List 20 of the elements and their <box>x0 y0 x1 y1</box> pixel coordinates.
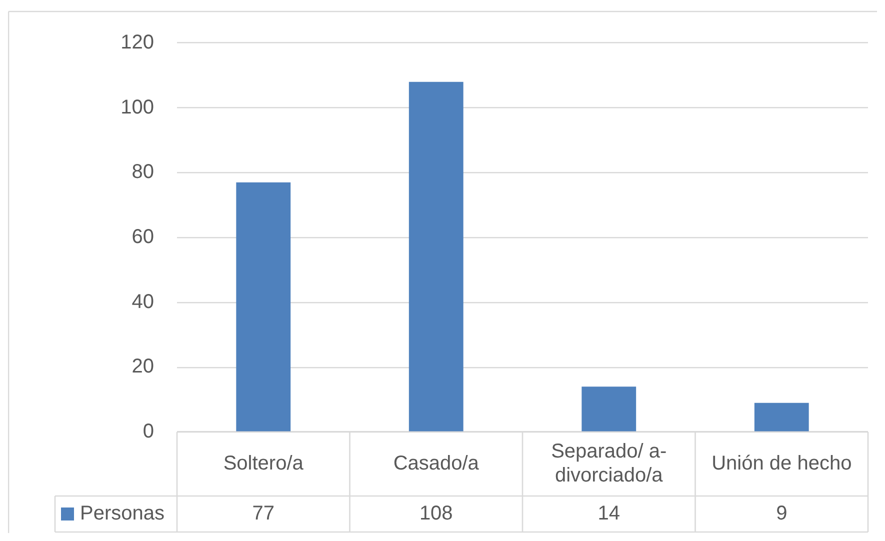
bar <box>582 386 636 432</box>
y-tick-label: 40 <box>132 290 154 313</box>
y-tick-label: 120 <box>120 32 154 54</box>
data-label: 9 <box>776 502 788 525</box>
bar <box>236 182 291 432</box>
y-tick-label: 100 <box>120 96 154 118</box>
legend-label: Personas <box>80 502 164 525</box>
data-label: 108 <box>419 502 453 525</box>
bar <box>408 82 464 432</box>
y-tick-label: 20 <box>132 356 154 378</box>
y-tick-label: 80 <box>132 161 154 184</box>
data-label: 77 <box>252 502 274 525</box>
x-tick-label: Unión de hecho <box>712 452 852 475</box>
y-tick-label: 60 <box>132 226 154 248</box>
x-tick-label: Soltero/a <box>223 452 304 475</box>
x-tick-label: Separado/ a-divorciado/a <box>551 440 667 487</box>
y-tick-label: 0 <box>142 420 154 443</box>
x-tick-label: Casado/a <box>393 452 480 475</box>
bar <box>754 402 809 432</box>
data-label: 14 <box>598 502 620 525</box>
